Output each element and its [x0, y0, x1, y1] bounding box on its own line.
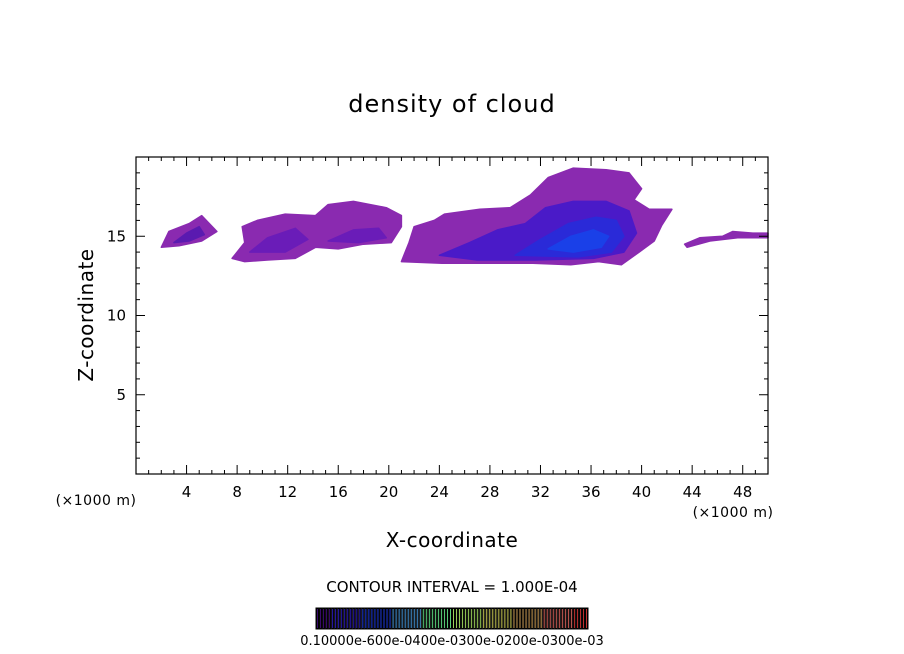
x-unit-right: (×1000 m)	[693, 505, 774, 521]
axis-ticks	[136, 157, 768, 474]
contour-region-9	[547, 229, 610, 253]
x-tick-label: 36	[581, 483, 600, 501]
chart-title: density of cloud	[348, 90, 555, 118]
colorbar-frame	[315, 607, 589, 630]
x-tick-label: 16	[329, 483, 348, 501]
x-tick-label: 24	[430, 483, 449, 501]
contour-interval-label: CONTOUR INTERVAL = 1.000E-04	[326, 578, 577, 596]
y-tick-label: 15	[107, 227, 126, 245]
contour-region-5	[327, 227, 388, 244]
colorbar	[316, 608, 588, 629]
contour-region-4	[249, 227, 309, 253]
x-unit-left: (×1000 m)	[56, 493, 137, 509]
x-tick-label: 40	[632, 483, 651, 501]
y-tick-label: 5	[116, 386, 126, 404]
x-tick-label: 28	[480, 483, 499, 501]
x-tick-label: 8	[232, 483, 242, 501]
x-tick-label: 32	[531, 483, 550, 501]
plot-frame	[135, 156, 769, 475]
x-tick-labels: 4 8 12 16 20 24 28 32 36 40 44 48	[182, 483, 752, 501]
contour-region-10	[683, 230, 769, 249]
x-tick-label: 12	[278, 483, 297, 501]
y-tick-labels: 5 10 15	[107, 227, 126, 404]
contour-region-2	[173, 225, 206, 244]
x-axis-label: X-coordinate	[386, 528, 519, 552]
x-tick-label: 20	[379, 483, 398, 501]
contour-regions	[160, 167, 769, 266]
y-tick-label: 10	[107, 307, 126, 325]
colorbar-labels: 0.10000e-600e-0400e-0300e-0200e-0300e-03	[300, 634, 604, 649]
x-tick-label: 4	[182, 483, 192, 501]
x-tick-label: 48	[733, 483, 752, 501]
x-tick-label: 44	[683, 483, 702, 501]
y-axis-label: Z-coordinate	[74, 248, 98, 381]
